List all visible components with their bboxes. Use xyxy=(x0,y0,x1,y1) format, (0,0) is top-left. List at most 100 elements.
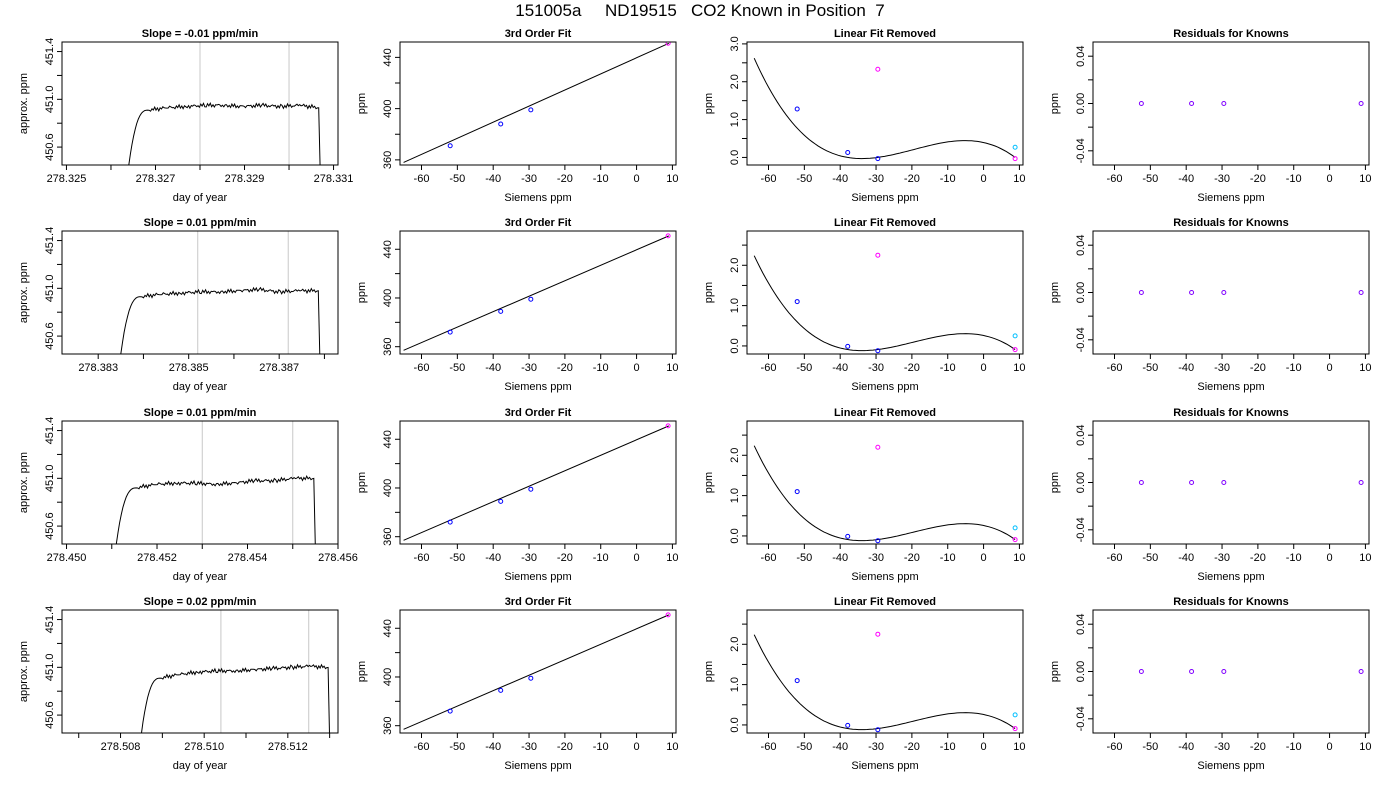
panel-title: 3rd Order Fit xyxy=(505,596,572,608)
x-axis-label: day of year xyxy=(173,192,228,204)
y-tick-label: 3.0 xyxy=(729,36,741,51)
x-tick-label: 10 xyxy=(1359,741,1371,753)
data-point xyxy=(1138,480,1144,485)
y-tick-label: 2.0 xyxy=(729,448,741,463)
panel-data-area xyxy=(1138,480,1364,485)
x-tick-label: 10 xyxy=(666,741,678,753)
data-point xyxy=(1012,726,1018,732)
y-axis-label: ppm xyxy=(1049,282,1061,303)
data-point xyxy=(1358,480,1364,485)
x-tick-label: 278.325 xyxy=(47,173,87,185)
y-tick-label: 440 xyxy=(382,430,394,448)
data-point xyxy=(794,678,800,684)
x-tick-label: 278.385 xyxy=(169,362,209,374)
data-point xyxy=(498,121,504,127)
data-point xyxy=(1138,290,1144,295)
trace-line xyxy=(120,286,321,354)
fit-curve xyxy=(753,445,1016,542)
data-point xyxy=(1189,101,1195,106)
x-tick-label: -60 xyxy=(761,741,777,753)
plot-frame xyxy=(1092,230,1370,355)
x-axis-label: Siemens ppm xyxy=(1197,192,1264,204)
fit-curve xyxy=(753,57,1016,160)
plot-frame xyxy=(746,609,1024,734)
y-tick-label: 0.00 xyxy=(1075,661,1087,682)
data-point xyxy=(1221,290,1227,295)
data-point xyxy=(665,612,671,618)
panel-r1-c4: Residuals for Knowns -60 -50 -40 -30 -20 -10 0 1… xyxy=(1049,28,1372,204)
x-tick-label: -20 xyxy=(904,173,920,185)
panel-data-area xyxy=(115,421,316,544)
x-tick-label: -50 xyxy=(1142,552,1158,564)
panel-title: Residuals for Knowns xyxy=(1173,596,1289,608)
data-point xyxy=(845,722,851,728)
x-tick-label: -20 xyxy=(1250,173,1266,185)
panel-data-area xyxy=(128,42,321,165)
panel-data-area xyxy=(1138,290,1364,295)
y-tick-label: 400 xyxy=(382,479,394,497)
y-tick-label: -0.04 xyxy=(1075,138,1087,163)
y-tick-label: 1.0 xyxy=(729,488,741,503)
y-tick-label: 360 xyxy=(382,528,394,546)
x-tick-label: -40 xyxy=(832,173,848,185)
x-tick-label: 0 xyxy=(1327,362,1333,374)
data-point xyxy=(1221,669,1227,674)
plot-frame xyxy=(1092,420,1370,545)
y-tick-label: 440 xyxy=(382,619,394,637)
y-tick-label: 451.0 xyxy=(44,465,56,493)
data-point xyxy=(1189,669,1195,674)
x-axis-label: Siemens ppm xyxy=(504,571,571,583)
x-tick-label: 278.456 xyxy=(318,552,358,564)
x-tick-label: 0 xyxy=(1327,173,1333,185)
y-tick-label: 400 xyxy=(382,289,394,307)
x-tick-label: -50 xyxy=(449,741,465,753)
y-tick-label: 2.0 xyxy=(729,637,741,652)
fit-line xyxy=(403,42,670,163)
x-axis-label: day of year xyxy=(173,381,228,393)
x-tick-label: -30 xyxy=(521,741,537,753)
plot-frame xyxy=(1092,609,1370,734)
y-tick-label: 0.04 xyxy=(1075,424,1087,445)
x-tick-label: -50 xyxy=(796,552,812,564)
data-point xyxy=(528,107,534,113)
y-tick-label: 400 xyxy=(382,668,394,686)
panel-data-area xyxy=(120,231,321,354)
x-tick-label: -20 xyxy=(557,741,573,753)
x-tick-label: -40 xyxy=(1178,173,1194,185)
panel-r4-c2: 3rd Order Fit -60 -50 -40 -30 -20 -10 0 10 360 400… xyxy=(356,596,679,772)
plot-frame xyxy=(61,420,339,545)
x-tick-label: -20 xyxy=(1250,362,1266,374)
x-tick-label: 10 xyxy=(666,362,678,374)
x-tick-label: -40 xyxy=(485,741,501,753)
data-point xyxy=(528,675,534,681)
y-axis-label: ppm xyxy=(703,661,715,682)
x-tick-label: -10 xyxy=(940,552,956,564)
x-tick-label: 0 xyxy=(981,362,987,374)
x-tick-label: 10 xyxy=(1013,362,1025,374)
x-tick-label: -60 xyxy=(414,362,430,374)
y-tick-label: 1.0 xyxy=(729,677,741,692)
x-tick-label: -10 xyxy=(940,362,956,374)
y-tick-label: 440 xyxy=(382,48,394,66)
panel-title: Slope = 0.01 ppm/min xyxy=(144,407,257,419)
plot-frame xyxy=(746,230,1024,355)
y-tick-label: 2.0 xyxy=(729,258,741,273)
x-tick-label: 10 xyxy=(1359,173,1371,185)
panel-title: Linear Fit Removed xyxy=(834,596,936,608)
plot-frame xyxy=(61,230,339,355)
panel-r1-c3: Linear Fit Removed -60 -50 -40 -30 -20 -10 0 10 0… xyxy=(703,28,1026,204)
data-point xyxy=(447,519,453,525)
x-tick-label: -60 xyxy=(761,552,777,564)
y-axis-label: approx. ppm xyxy=(18,262,30,323)
plot-frame xyxy=(399,41,677,166)
x-tick-label: -20 xyxy=(904,552,920,564)
x-tick-label: 10 xyxy=(1359,362,1371,374)
x-tick-label: -10 xyxy=(1286,552,1302,564)
trace-line xyxy=(141,663,330,733)
x-tick-label: -60 xyxy=(1107,741,1123,753)
data-point xyxy=(1012,712,1018,718)
x-tick-label: -60 xyxy=(414,552,430,564)
x-tick-label: -30 xyxy=(1214,362,1230,374)
y-tick-label: -0.04 xyxy=(1075,517,1087,542)
y-tick-label: -0.04 xyxy=(1075,706,1087,731)
